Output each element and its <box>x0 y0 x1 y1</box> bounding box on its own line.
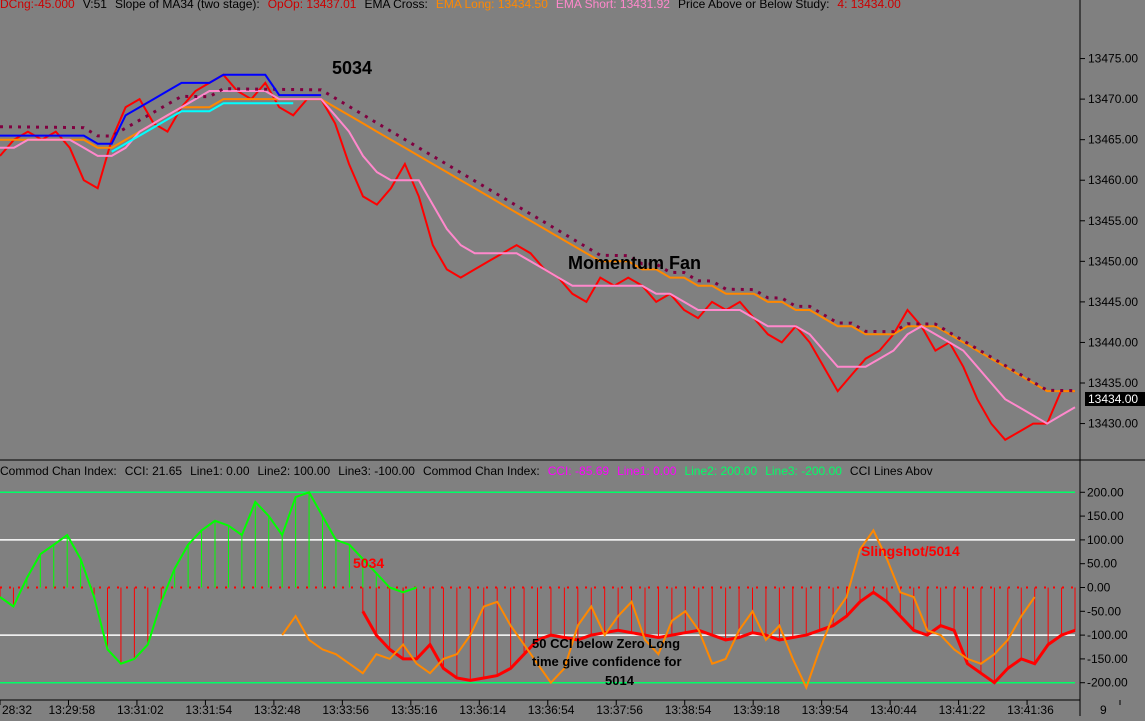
cci-tick-label: 200.00 <box>1087 485 1124 499</box>
price-tick-label: 13445.00 <box>1088 295 1138 309</box>
header-item: DCng:-45.000 <box>0 0 75 11</box>
cci-tick-label: -150.00 <box>1087 652 1128 666</box>
cci-tick-label: -50.00 <box>1087 604 1121 618</box>
time-tick-label: 13:33:56 <box>322 703 369 716</box>
header-item: Line3: -100.00 <box>338 464 415 478</box>
price-tick-label: 13435.00 <box>1088 376 1138 390</box>
time-tick-label: 13:41:22 <box>939 703 986 716</box>
header-item: Line1: 0.00 <box>617 464 677 478</box>
annotation-momentum-fan: Momentum Fan <box>568 253 701 273</box>
cci-tick-label: 0.00 <box>1087 581 1111 595</box>
header-item: 4: 13434.00 <box>837 0 901 11</box>
time-tick-label: 13:41:36 <box>1007 703 1054 716</box>
cci-annotation-slingshot: Slingshot/5014 <box>861 543 960 559</box>
header-item: Line2: 200.00 <box>684 464 757 478</box>
header-item: Slope of MA34 (two stage): <box>115 0 260 11</box>
header-item: V:51 <box>83 0 108 11</box>
cci-series-group <box>0 491 1076 691</box>
cci-annotation-5034: 5034 <box>353 555 384 571</box>
cci-note-line3: 5014 <box>605 673 635 688</box>
time-tick-label: 13:36:14 <box>459 703 506 716</box>
time-tick-label: 13:32:48 <box>254 703 301 716</box>
price-pane-header: DCng:-45.000 V:51 Slope of MA34 (two stage… <box>0 0 901 11</box>
price-tick-label: 13455.00 <box>1088 214 1138 228</box>
header-item: Line2: 100.00 <box>258 464 331 478</box>
annotation-5034: 5034 <box>332 58 372 78</box>
header-item: EMA Cross: <box>364 0 427 11</box>
last-price-label: 13434.00 <box>1088 392 1138 406</box>
cci-pane-header: Commod Chan Index: CCI: 21.65 Line1: 0.00 L… <box>0 464 933 478</box>
header-item: EMA Short: 13431.92 <box>556 0 670 11</box>
cci-tick-label: 150.00 <box>1087 509 1124 523</box>
time-tick-label: 13:36:54 <box>528 703 575 716</box>
cci-series-cci <box>361 590 1076 685</box>
header-item: Commod Chan Index: <box>0 464 117 478</box>
time-tick-label: 13:39:54 <box>802 703 849 716</box>
header-item: OpOp: 13437.01 <box>268 0 357 11</box>
time-tick-label: 13:29:58 <box>48 703 95 716</box>
last-price-box <box>1085 392 1145 406</box>
cci-note-line1: 50 CCI below Zero Long <box>532 636 680 651</box>
time-tick-label: 9 <box>1100 703 1107 716</box>
price-tick-label: 13475.00 <box>1088 52 1138 66</box>
header-item: Commod Chan Index: <box>423 464 540 478</box>
time-tick-label: 13:40:44 <box>870 703 917 716</box>
time-tick-label: 13:31:54 <box>185 703 232 716</box>
time-tick-label: 13:37:56 <box>596 703 643 716</box>
time-tick-label: 28:32 <box>2 703 32 716</box>
cci-tick-label: -100.00 <box>1087 628 1128 642</box>
cci-series-cci-trend <box>0 491 417 665</box>
price-tick-label: 13470.00 <box>1088 92 1138 106</box>
header-item: EMA Long: 13434.50 <box>436 0 548 11</box>
header-item: Price Above or Below Study: <box>678 0 829 11</box>
header-item: Line3: -200.00 <box>765 464 842 478</box>
price-tick-label: 13450.00 <box>1088 254 1138 268</box>
cci-note-line2: time give confidence for <box>532 654 682 669</box>
cyan-ma-line <box>111 102 294 153</box>
time-tick-label: 13:31:02 <box>117 703 164 716</box>
header-item: Line1: 0.00 <box>190 464 250 478</box>
time-axis: 28:32 13:29:58 13:31:02 13:31:54 13:32:48 13:… <box>0 700 1121 717</box>
indicator-overlays <box>0 73 1076 393</box>
time-tick-label: 13:39:18 <box>733 703 780 716</box>
header-item: CCI: 21.65 <box>125 464 183 478</box>
price-tick-label: 13465.00 <box>1088 133 1138 147</box>
header-item: CCI: -85.69 <box>548 464 610 478</box>
last-price-marker: 13434.00 <box>1085 392 1145 406</box>
cci-axis: 200.00 150.00 100.00 50.00 0.00 -50.00 -100.00… <box>1080 485 1128 690</box>
price-tick-label: 13460.00 <box>1088 173 1138 187</box>
cci-tick-label: 50.00 <box>1087 557 1117 571</box>
price-tick-label: 13430.00 <box>1088 417 1138 431</box>
slope-ma-line <box>0 73 322 145</box>
price-series-group <box>0 73 1076 442</box>
series-ema-short <box>0 90 1076 425</box>
price-axis: 13475.00 13470.00 13465.00 13460.00 13455.00… <box>1080 52 1138 431</box>
dotted-moving-average <box>0 87 1076 393</box>
time-tick-label: 13:35:16 <box>391 703 438 716</box>
cci-series-cci-fast <box>281 528 1036 691</box>
header-item: CCI Lines Abov <box>850 464 933 478</box>
cci-tick-label: -200.00 <box>1087 676 1128 690</box>
series-price <box>0 73 1075 442</box>
price-tick-label: 13440.00 <box>1088 335 1138 349</box>
time-tick-label: 13:38:54 <box>665 703 712 716</box>
cci-tick-label: 100.00 <box>1087 533 1124 547</box>
